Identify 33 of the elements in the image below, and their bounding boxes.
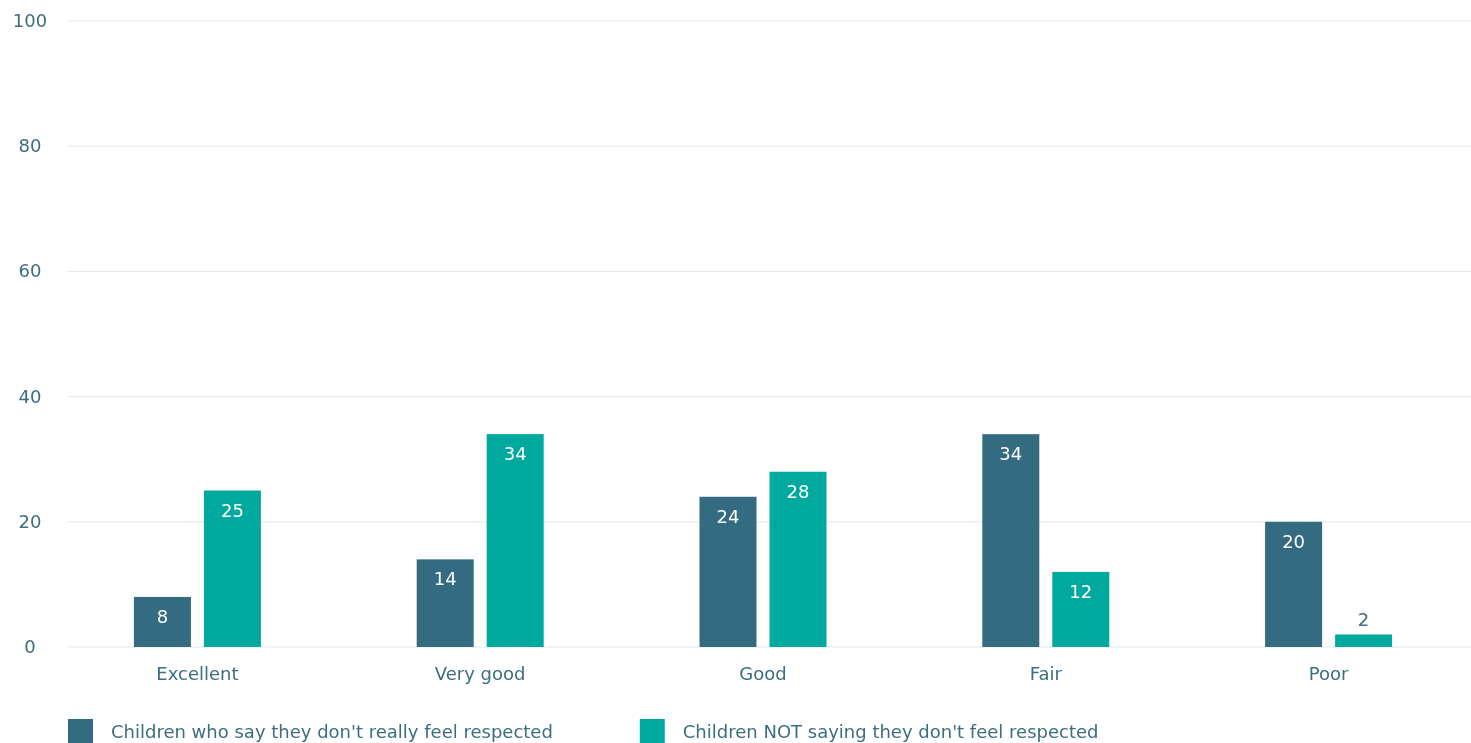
bar <box>1052 571 1110 647</box>
bar <box>416 559 474 647</box>
x-tick-label: Fair <box>1029 663 1063 684</box>
x-tick-label: Excellent <box>156 663 239 684</box>
bar <box>982 434 1040 647</box>
bar <box>1335 634 1393 647</box>
legend-label: Children NOT saying they don't feel respected <box>682 721 1099 742</box>
x-tick-label: Poor <box>1308 663 1350 684</box>
data-label: 34 <box>503 443 527 465</box>
x-tick-label: Good <box>739 663 787 684</box>
bar <box>486 434 544 647</box>
data-label: 2 <box>1357 609 1370 631</box>
x-tick-label: Very good <box>434 663 526 684</box>
bar <box>1265 521 1323 647</box>
data-label: 8 <box>156 605 169 627</box>
bar <box>769 471 827 647</box>
data-label: 28 <box>786 480 810 502</box>
data-label: 24 <box>716 505 740 527</box>
y-tick-label: 100 <box>12 10 48 31</box>
y-tick-label: 40 <box>18 385 42 407</box>
y-tick-label: 20 <box>18 510 42 532</box>
data-label: 20 <box>1282 530 1306 552</box>
data-label: 12 <box>1069 580 1093 602</box>
y-tick-label: 0 <box>24 636 36 657</box>
bar <box>133 596 191 647</box>
legend-label: Children who say they don't really feel respected <box>111 721 553 742</box>
bar <box>699 496 757 647</box>
data-label: 34 <box>999 443 1023 465</box>
bar <box>203 490 261 647</box>
y-tick-label: 80 <box>18 135 42 157</box>
y-tick-label: 60 <box>18 260 42 282</box>
data-label: 25 <box>220 499 244 521</box>
data-label: 14 <box>433 568 457 590</box>
